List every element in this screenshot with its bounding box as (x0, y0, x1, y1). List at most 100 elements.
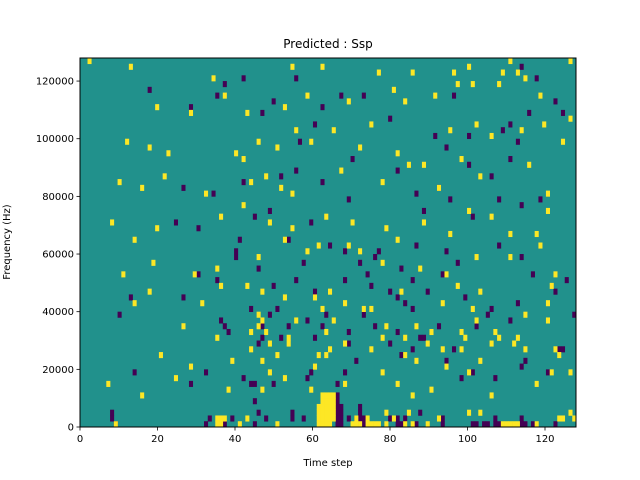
heatmap-cell-high (380, 369, 385, 376)
heatmap-cell-high (444, 363, 449, 370)
heatmap-cell-low (545, 369, 550, 376)
heatmap-cell-low (485, 421, 490, 428)
heatmap-cell-high (474, 254, 479, 261)
heatmap-cell-high (512, 421, 517, 428)
heatmap-cell-high (324, 213, 329, 220)
heatmap-cell-high (245, 109, 250, 116)
heatmap-cell-high (478, 288, 483, 295)
heatmap-cell-high (331, 398, 336, 405)
heatmap-cell-low (256, 340, 261, 347)
heatmap-cell-high (110, 219, 115, 226)
heatmap-cell-high (515, 334, 520, 341)
heatmap-cell-high (132, 236, 137, 243)
heatmap-cell-low (354, 357, 359, 364)
heatmap-cell-high (534, 380, 539, 387)
heatmap-cell-low (414, 242, 419, 249)
heatmap-cell-low (339, 92, 344, 99)
heatmap-cell-low (388, 115, 393, 122)
y-tick-label: 20000 (42, 365, 74, 376)
heatmap-cell-high (320, 403, 325, 411)
heatmap-cell-low (256, 265, 261, 272)
heatmap-cell-high (508, 421, 513, 428)
heatmap-cell-high (275, 352, 280, 359)
heatmap-cell-high (245, 415, 250, 422)
heatmap-cell-high (309, 138, 314, 145)
heatmap-cell-high (343, 340, 348, 347)
heatmap-cell-low (358, 403, 363, 411)
heatmap-cell-high (508, 254, 513, 261)
heatmap-cell-high (489, 392, 494, 399)
heatmap-cell-low (564, 277, 569, 284)
heatmap-cell-low (497, 421, 502, 428)
heatmap-cell-high (497, 81, 502, 88)
heatmap-cell-high (260, 357, 265, 364)
heatmap-cell-high (467, 409, 472, 416)
x-tick-label: 40 (229, 434, 242, 445)
heatmap-cell-low (286, 323, 291, 330)
heatmap-cell-low (527, 109, 532, 116)
heatmap-cell-high (549, 369, 554, 376)
heatmap-cell-low (403, 415, 408, 422)
heatmap-cell-high (249, 179, 254, 186)
heatmap-cell-high (188, 109, 194, 116)
heatmap-cell-high (459, 156, 464, 163)
heatmap-cell-high (350, 219, 355, 226)
heatmap-cell-low (444, 248, 449, 255)
heatmap-cell-low (361, 415, 366, 422)
heatmap-cell-high (282, 104, 287, 111)
heatmap-cell-high (320, 398, 325, 405)
heatmap-cell-high (354, 421, 359, 428)
heatmap-cell-low (376, 248, 381, 255)
heatmap-cell-high (125, 138, 130, 145)
heatmap-cell-low (320, 179, 325, 186)
heatmap-cell-low (237, 236, 242, 243)
heatmap-cell-low (425, 288, 430, 295)
heatmap-cell-low (128, 294, 133, 301)
heatmap-cell-high (173, 375, 178, 382)
heatmap-cell-high (433, 92, 438, 99)
heatmap-cell-high (305, 92, 310, 99)
heatmap-cell-low (346, 415, 351, 422)
heatmap-cell-high (369, 121, 374, 128)
heatmap-cell-high (500, 421, 505, 428)
heatmap-cell-low (474, 323, 479, 330)
heatmap-cell-high (204, 190, 209, 197)
heatmap-cell-high (320, 305, 325, 312)
y-axis-title: Frequency (Hz) (2, 204, 13, 280)
heatmap-cell-low (493, 421, 498, 428)
heatmap-cell-high (328, 288, 333, 295)
heatmap-cell-high (568, 409, 573, 416)
heatmap-cell-low (215, 277, 220, 284)
heatmap-cell-low (305, 317, 310, 324)
heatmap-cell-high (403, 421, 408, 428)
heatmap-cell-high (508, 230, 513, 238)
heatmap-cell-high (324, 421, 329, 428)
plot-area (79, 57, 577, 428)
heatmap-cell-high (282, 375, 287, 382)
heatmap-cell-high (553, 346, 558, 353)
heatmap-cell-low (309, 369, 314, 376)
heatmap-cell-low (530, 421, 535, 428)
heatmap-cell-high (140, 184, 145, 191)
heatmap-cell-high (256, 311, 261, 318)
heatmap-cell-low (508, 317, 513, 324)
heatmap-cell-high (215, 334, 220, 341)
heatmap-cell-low (534, 75, 539, 82)
heatmap-cell-high (557, 415, 562, 422)
heatmap-cell-high (260, 317, 265, 324)
heatmap-cell-low (305, 375, 310, 382)
heatmap-cell-low (343, 277, 348, 284)
heatmap-cell-high (459, 328, 464, 336)
heatmap-cell-high (324, 415, 329, 422)
heatmap-cell-high (316, 403, 321, 411)
heatmap-cell-low (474, 421, 479, 428)
heatmap-cell-low (508, 121, 513, 128)
heatmap-cell-low (418, 334, 423, 341)
heatmap-cell-high (384, 409, 389, 416)
heatmap-cell-low (500, 127, 505, 134)
heatmap-cell-high (320, 415, 325, 422)
heatmap-cell-low (188, 380, 194, 387)
heatmap-cell-high (155, 104, 160, 111)
heatmap-cell-high (508, 58, 513, 65)
heatmap-cell-low (482, 421, 487, 428)
